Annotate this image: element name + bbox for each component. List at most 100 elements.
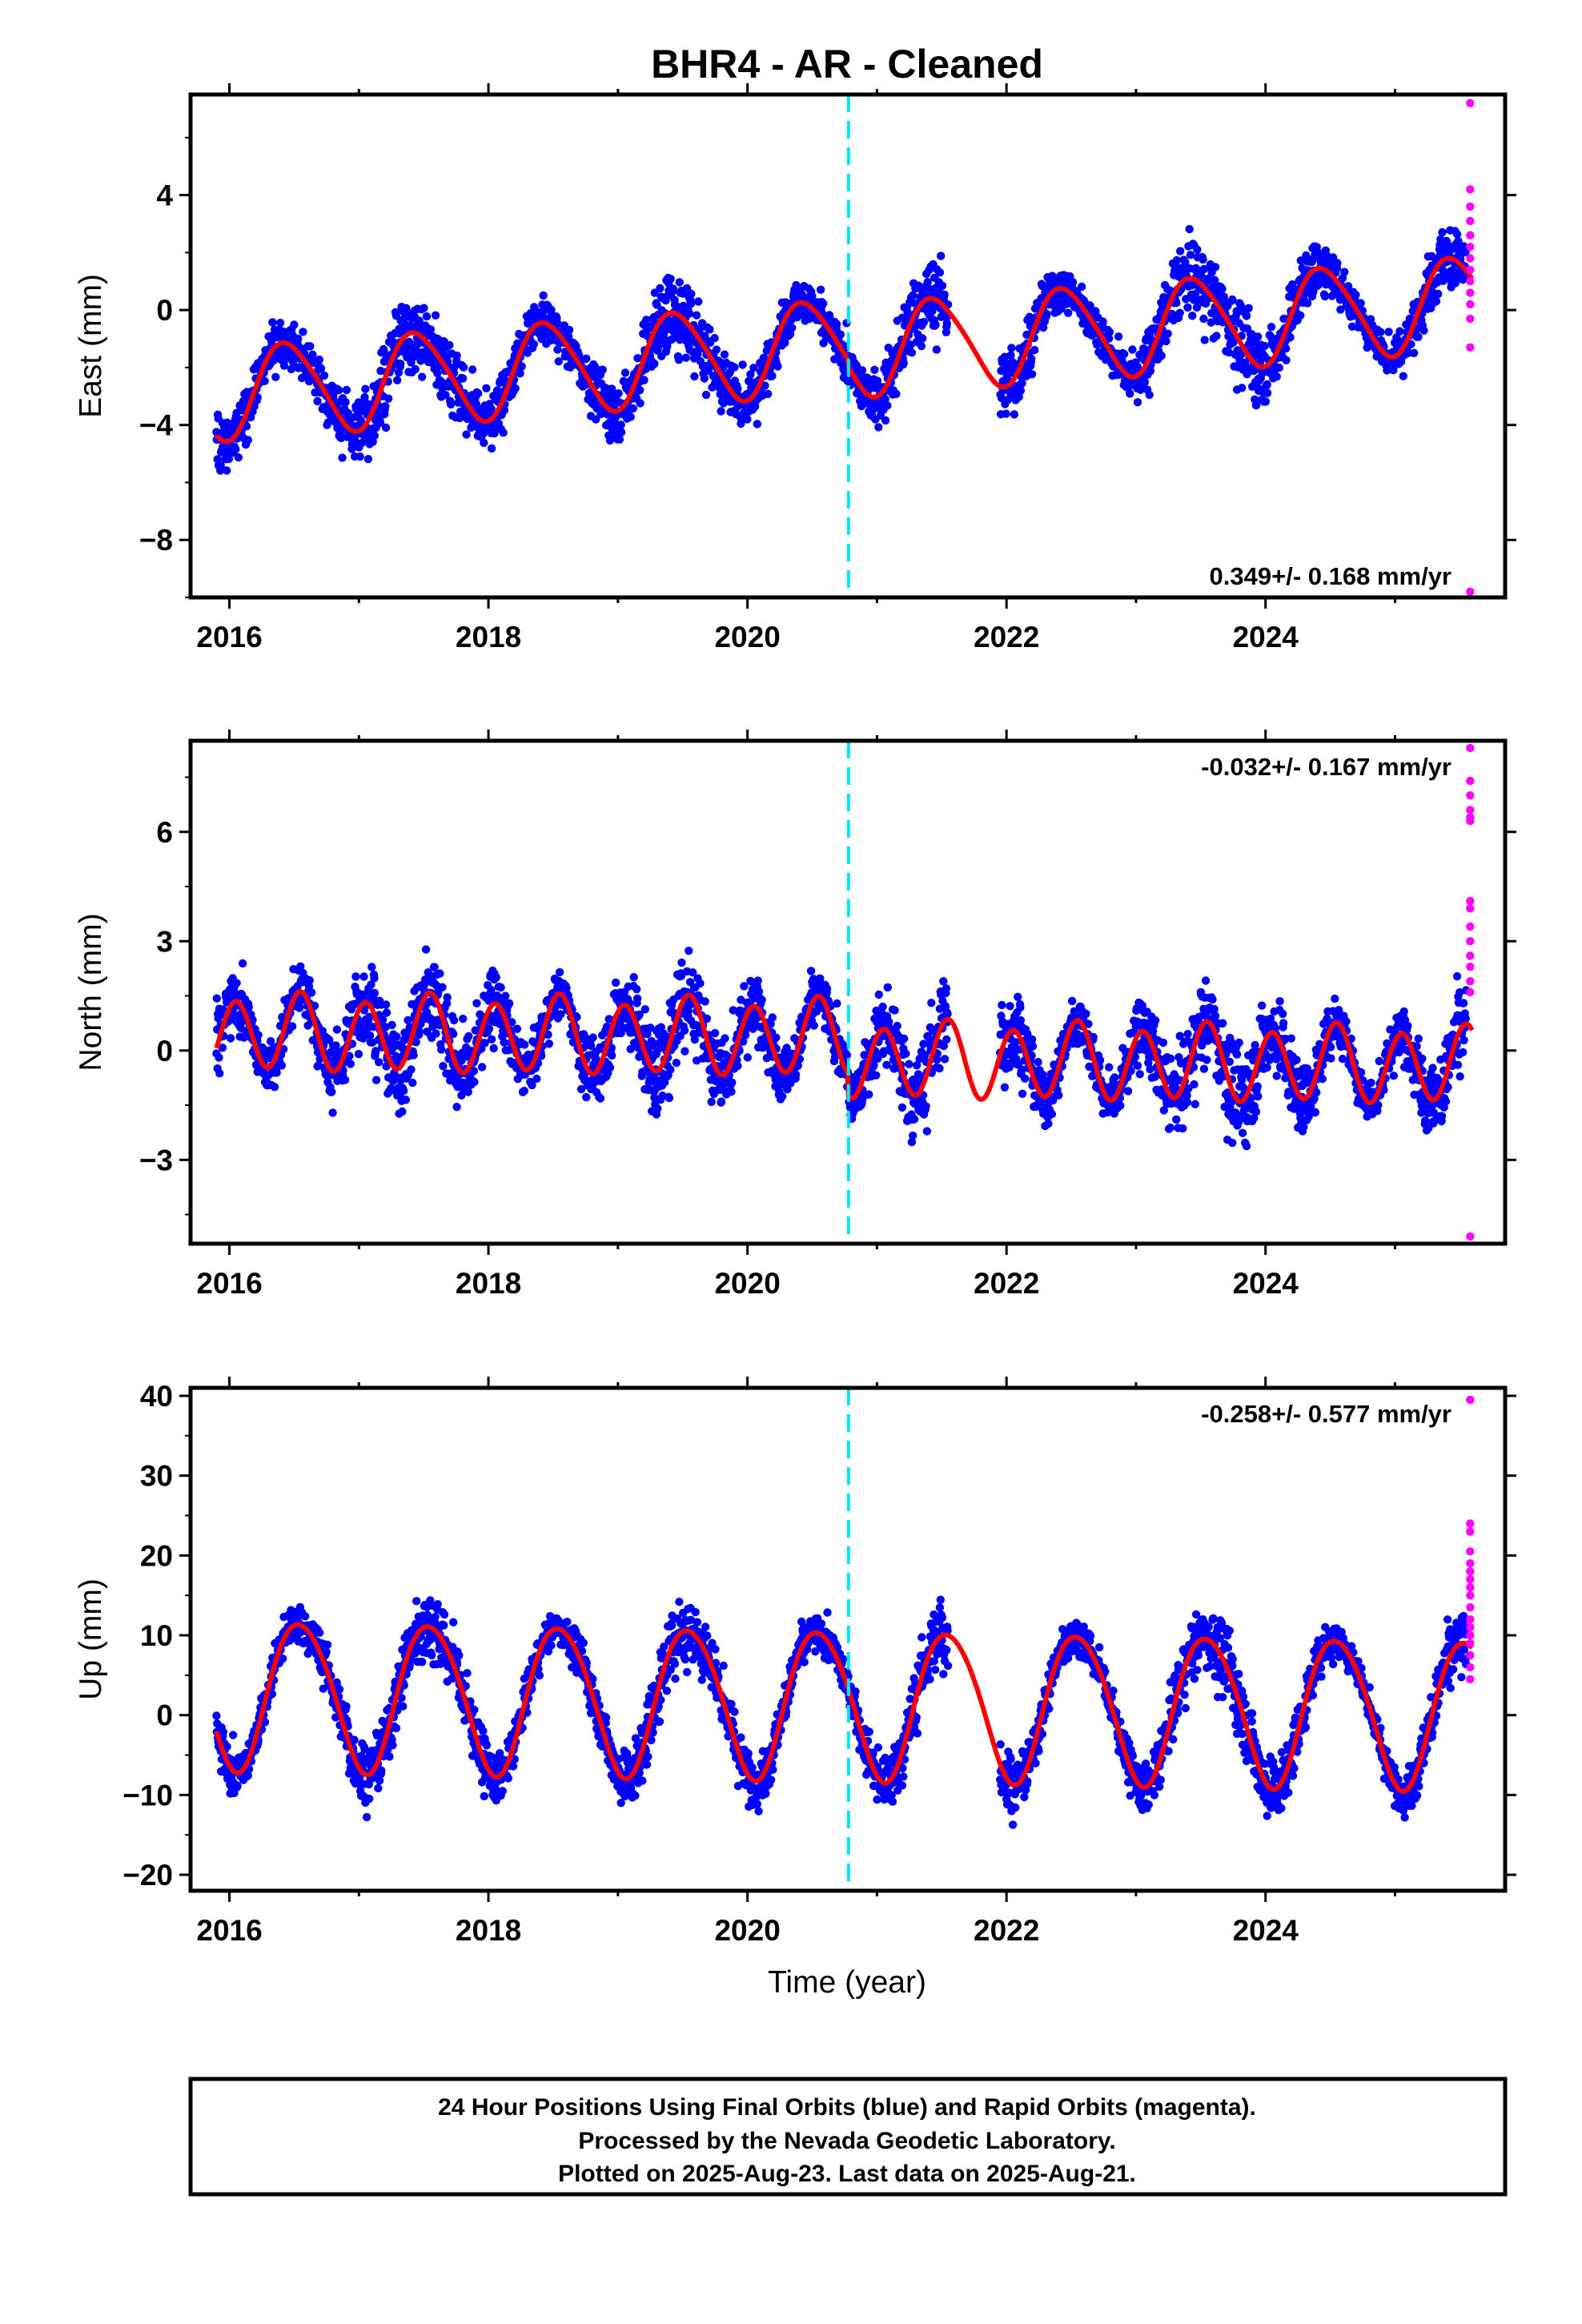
north-final-orbit-point xyxy=(464,1031,473,1041)
east-final-orbit-point xyxy=(223,466,231,475)
north-final-orbit-point xyxy=(1016,1003,1025,1012)
east-final-orbit-point xyxy=(1193,245,1202,254)
north-final-orbit-point xyxy=(822,984,832,993)
east-final-orbit-point xyxy=(940,290,949,300)
east-final-orbit-point xyxy=(1340,267,1349,276)
north-final-orbit-point xyxy=(328,1108,337,1117)
north-final-orbit-point xyxy=(432,1029,440,1038)
north-final-orbit-point xyxy=(677,958,686,967)
east-final-orbit-point xyxy=(738,360,747,369)
east-final-orbit-point xyxy=(881,395,889,404)
east-final-orbit-point xyxy=(816,285,825,294)
north-final-orbit-point xyxy=(890,1006,899,1015)
east-final-orbit-point xyxy=(931,320,940,329)
north-final-orbit-point xyxy=(733,1061,742,1071)
east-final-orbit-point xyxy=(1010,410,1019,419)
east-final-orbit-point xyxy=(1267,323,1276,332)
east-final-orbit-point xyxy=(234,453,243,462)
north-final-orbit-point xyxy=(501,991,510,1000)
north-final-orbit-point xyxy=(940,1055,950,1063)
north-final-orbit-point xyxy=(1044,1120,1053,1128)
east-final-orbit-point xyxy=(1068,278,1078,287)
north-final-orbit-point xyxy=(1047,1110,1057,1119)
east-final-orbit-point xyxy=(411,364,420,374)
east-final-orbit-point xyxy=(881,416,890,425)
north-final-orbit-point xyxy=(922,1127,932,1136)
east-final-orbit-point xyxy=(636,386,644,395)
east-final-orbit-point xyxy=(705,325,714,334)
north-final-orbit-point xyxy=(370,974,379,983)
east-final-orbit-point xyxy=(582,354,591,363)
east-final-orbit-point xyxy=(899,359,908,368)
east-y-tick-label: 0 xyxy=(156,294,173,327)
north-final-orbit-point xyxy=(757,995,766,1004)
east-final-orbit-point xyxy=(319,371,329,380)
east-final-orbit-point xyxy=(792,280,801,290)
east-final-orbit-point xyxy=(553,320,563,328)
east-final-orbit-point xyxy=(733,384,742,393)
east-final-orbit-point xyxy=(275,319,285,328)
east-final-orbit-point xyxy=(287,364,295,374)
east-final-orbit-point xyxy=(681,353,690,362)
east-final-orbit-point xyxy=(1200,336,1209,344)
east-final-orbit-point xyxy=(1002,409,1010,418)
east-rapid-orbit-point xyxy=(1466,265,1475,275)
east-final-orbit-point xyxy=(1303,299,1312,308)
east-final-orbit-point xyxy=(1126,389,1134,398)
east-final-orbit-point xyxy=(720,350,729,359)
east-final-orbit-point xyxy=(450,363,459,372)
east-final-orbit-point xyxy=(1272,372,1281,381)
chart-title: BHR4 - AR - Cleaned xyxy=(651,42,1043,86)
east-final-orbit-point xyxy=(1263,388,1272,397)
east-final-orbit-point xyxy=(379,346,388,355)
east-final-orbit-point xyxy=(617,428,626,436)
north-final-orbit-point xyxy=(640,1005,649,1014)
north-final-orbit-point xyxy=(232,979,241,987)
north-final-orbit-point xyxy=(905,1059,913,1069)
north-final-orbit-point xyxy=(470,1077,479,1087)
east-final-orbit-point xyxy=(1163,329,1172,338)
north-final-orbit-point xyxy=(939,977,948,986)
east-rapid-orbit-point xyxy=(1466,254,1475,263)
east-final-orbit-point xyxy=(393,376,402,384)
east-final-orbit-point xyxy=(231,444,240,454)
north-final-orbit-point xyxy=(753,976,762,985)
east-final-orbit-point xyxy=(1333,259,1342,267)
north-final-orbit-point xyxy=(215,1069,224,1078)
north-final-orbit-point xyxy=(400,1086,408,1096)
north-final-orbit-point xyxy=(305,976,314,985)
north-final-orbit-point xyxy=(472,999,481,1008)
north-final-orbit-point xyxy=(778,1092,787,1101)
east-final-orbit-point xyxy=(669,284,677,293)
east-final-orbit-point xyxy=(1027,370,1037,379)
east-final-orbit-point xyxy=(1434,289,1443,299)
east-final-orbit-point xyxy=(288,358,298,367)
east-final-orbit-point xyxy=(511,384,520,393)
east-final-orbit-point xyxy=(687,289,696,299)
east-final-orbit-point xyxy=(1228,295,1237,304)
east-final-orbit-point xyxy=(712,345,721,354)
east-x-tick-label: 2022 xyxy=(974,621,1039,653)
east-final-orbit-point xyxy=(1356,299,1365,308)
north-final-orbit-point xyxy=(367,963,376,971)
north-final-orbit-point xyxy=(696,979,705,988)
east-final-orbit-point xyxy=(1211,263,1220,271)
north-final-orbit-point xyxy=(392,1032,401,1041)
east-final-orbit-point xyxy=(857,366,867,375)
east-final-orbit-point xyxy=(487,444,496,453)
east-final-orbit-point xyxy=(753,420,761,428)
east-final-orbit-point xyxy=(907,348,917,357)
east-final-orbit-point xyxy=(1431,297,1441,306)
east-final-orbit-point xyxy=(313,396,322,406)
east-x-tick-label: 2024 xyxy=(1233,621,1299,653)
east-final-orbit-point xyxy=(1185,224,1194,234)
east-final-orbit-point xyxy=(564,325,574,335)
east-final-orbit-point xyxy=(1254,332,1263,341)
north-final-orbit-point xyxy=(874,990,883,999)
east-final-orbit-point xyxy=(598,365,607,374)
north-final-orbit-point xyxy=(629,973,638,982)
east-final-orbit-point xyxy=(1399,372,1408,380)
east-final-orbit-point xyxy=(636,399,644,408)
